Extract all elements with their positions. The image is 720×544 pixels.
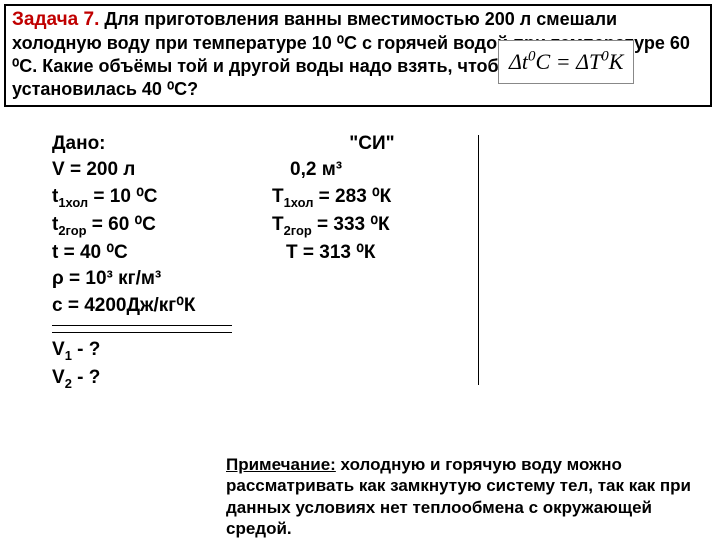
given-t2: t2гор = 60 ⁰С xyxy=(52,212,272,240)
given-v1: V1 - ? xyxy=(52,337,272,365)
columns: Дано: V = 200 л t1хол = 10 ⁰С t2гор = 60… xyxy=(52,131,700,393)
formula: Δt0C = ΔT0K xyxy=(509,49,623,74)
si-t1: T1хол = 283 ⁰К xyxy=(272,184,472,212)
formula-eq: = xyxy=(550,49,576,74)
rhs-unit: K xyxy=(609,49,624,74)
content-area: Дано: V = 200 л t1хол = 10 ⁰С t2гор = 60… xyxy=(0,107,720,393)
si-t: T = 313 ⁰К xyxy=(272,240,472,267)
given-c: с = 4200Дж/кг⁰К xyxy=(52,293,272,320)
si-t2-sub: 2гор xyxy=(284,223,312,238)
vertical-divider xyxy=(478,135,479,385)
rhs-var: T xyxy=(589,49,601,74)
t1-sub: 1хол xyxy=(58,195,88,210)
v1-pre: V xyxy=(52,339,65,360)
si-t1-post: = 283 ⁰К xyxy=(313,186,391,207)
si-t1-sub: 1хол xyxy=(284,195,314,210)
v2-post: - ? xyxy=(72,367,101,388)
divider-bot xyxy=(52,332,232,333)
given-t: t = 40 ⁰С xyxy=(52,240,272,267)
note-label: Примечание: xyxy=(226,455,336,474)
rhs-delta: Δ xyxy=(576,49,589,74)
si-t2-pre: T xyxy=(272,214,284,235)
v1-sub: 1 xyxy=(65,348,72,363)
si-t2: T2гор = 333 ⁰К xyxy=(272,212,472,240)
formula-box: Δt0C = ΔT0K xyxy=(498,40,634,84)
t1-post: = 10 ⁰С xyxy=(88,186,157,207)
given-v: V = 200 л xyxy=(52,157,272,184)
si-t2-post: = 333 ⁰К xyxy=(312,214,390,235)
given-rho: ρ = 10³ кг/м³ xyxy=(52,266,272,293)
t2-sub: 2гор xyxy=(58,223,86,238)
given-v2: V2 - ? xyxy=(52,365,272,393)
si-v: 0,2 м³ xyxy=(272,157,472,184)
v2-sub: 2 xyxy=(65,376,72,391)
problem-title: Задача 7. xyxy=(12,9,99,30)
v2-pre: V xyxy=(52,367,65,388)
given-t1: t1хол = 10 ⁰С xyxy=(52,184,272,212)
t2-post: = 60 ⁰С xyxy=(86,214,155,235)
lhs-sup: 0 xyxy=(528,49,535,65)
rhs-sup: 0 xyxy=(601,49,608,65)
divider-top xyxy=(52,325,232,326)
lhs-delta: Δ xyxy=(509,49,522,74)
given-column: Дано: V = 200 л t1хол = 10 ⁰С t2гор = 60… xyxy=(52,131,272,393)
lhs-unit: C xyxy=(536,49,551,74)
v1-post: - ? xyxy=(72,339,101,360)
si-column: "СИ" 0,2 м³ T1хол = 283 ⁰К T2гор = 333 ⁰… xyxy=(272,131,472,393)
given-label: Дано: xyxy=(52,131,272,158)
note: Примечание: холодную и горячую воду можн… xyxy=(226,454,696,539)
si-label: "СИ" xyxy=(272,131,472,158)
si-t1-pre: T xyxy=(272,186,284,207)
